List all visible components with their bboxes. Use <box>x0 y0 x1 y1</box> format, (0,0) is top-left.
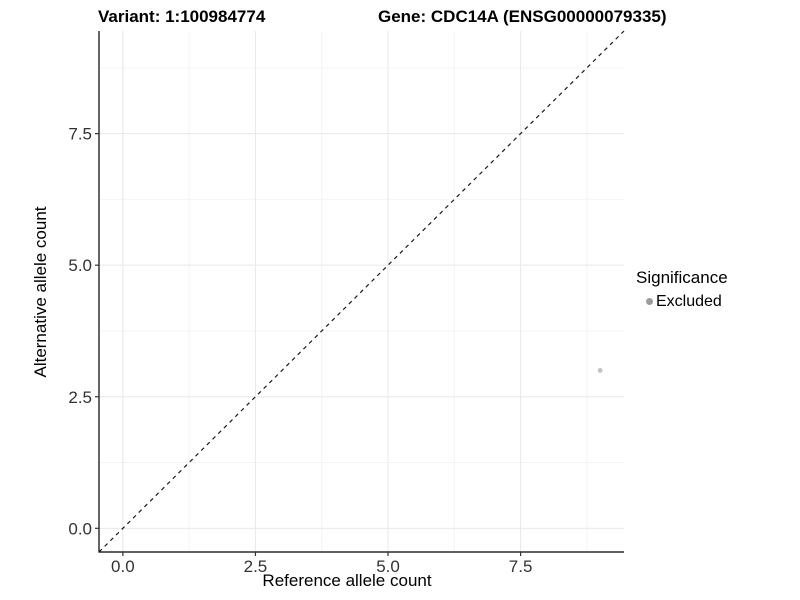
y-axis-title: Alternative allele count <box>31 206 51 378</box>
legend-title: Significance <box>636 268 728 287</box>
identity-reference-line <box>98 30 625 553</box>
data-point <box>597 368 603 373</box>
legend-key-dot-icon <box>646 298 653 306</box>
y-tick-label: 7.5 <box>68 125 92 144</box>
x-axis-title: Reference allele count <box>262 571 432 590</box>
x-tick-label: 5.0 <box>376 557 400 576</box>
y-tick-label: 2.5 <box>68 388 92 407</box>
gene-title: Gene: CDC14A (ENSG00000079335) <box>378 7 667 26</box>
y-tick-label: 5.0 <box>68 256 92 275</box>
legend-entry-label: Excluded <box>656 292 722 310</box>
y-tick-label: 0.0 <box>68 519 92 538</box>
legend-entry-excluded: Excluded <box>636 292 728 311</box>
variant-title: Variant: 1:100984774 <box>98 7 266 26</box>
x-tick-label: 7.5 <box>509 557 533 576</box>
x-tick-label: 2.5 <box>244 557 268 576</box>
legend: Significance Excluded <box>636 268 728 311</box>
x-tick-label: 0.0 <box>111 557 135 576</box>
